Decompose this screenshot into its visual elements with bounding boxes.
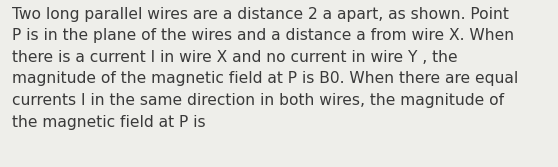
Text: Two long parallel wires are a distance 2 a apart, as shown. Point
P is in the pl: Two long parallel wires are a distance 2… (12, 7, 518, 130)
